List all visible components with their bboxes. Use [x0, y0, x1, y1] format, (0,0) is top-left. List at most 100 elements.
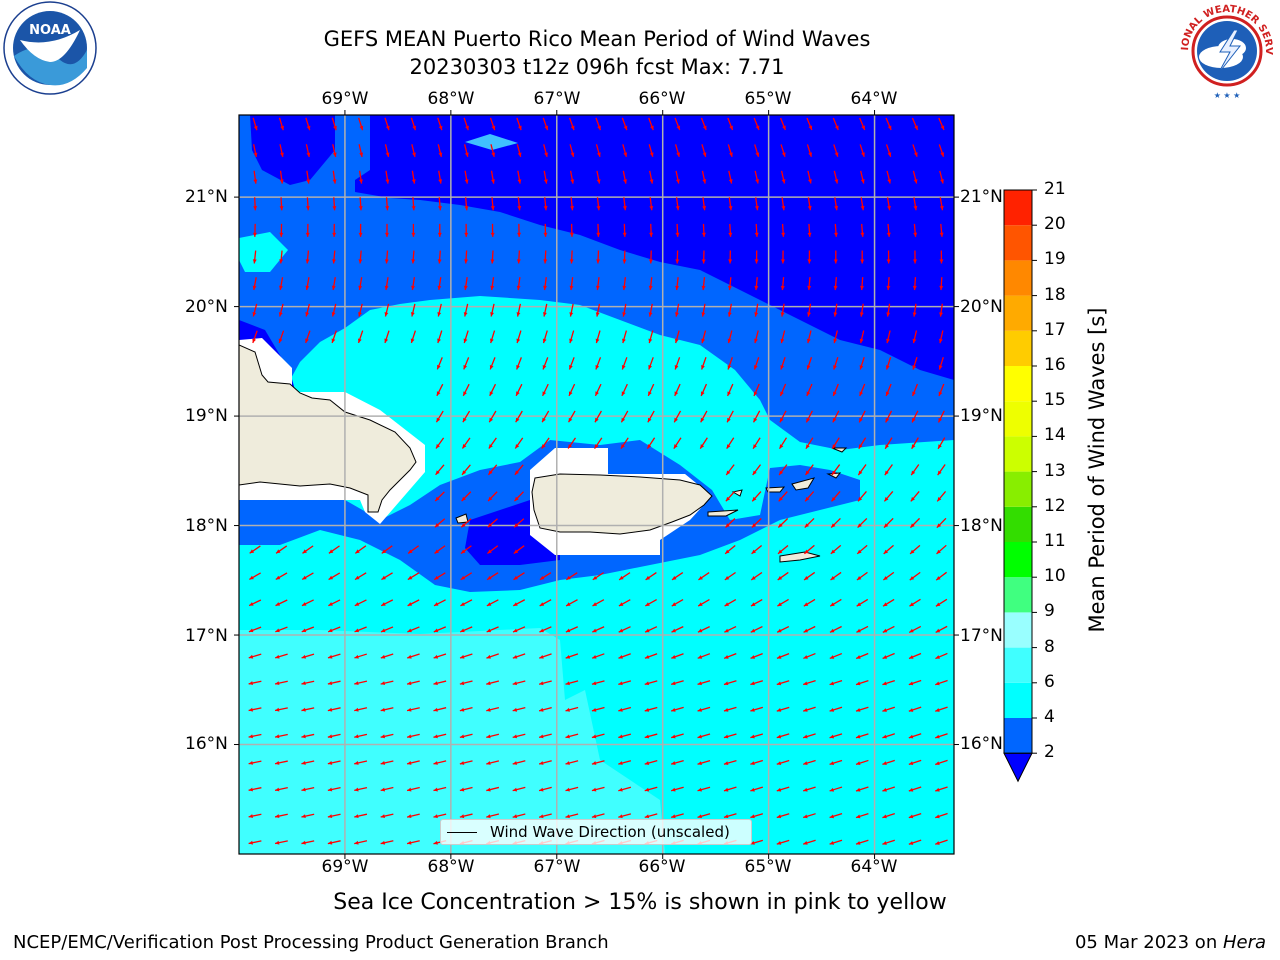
- wave-direction-arrow: [911, 437, 919, 450]
- wave-direction-arrow: [487, 545, 499, 555]
- wave-direction-arrowhead: [649, 179, 654, 184]
- wave-direction-arrow: [834, 197, 838, 211]
- map-legend: Wind Wave Direction (unscaled): [440, 819, 752, 845]
- wave-direction-arrowhead: [306, 179, 311, 184]
- wave-direction-arrow: [406, 786, 420, 792]
- wave-direction-arrowhead: [438, 179, 443, 184]
- wave-direction-arrowhead: [728, 232, 733, 237]
- wave-direction-arrowhead: [938, 365, 943, 370]
- wave-direction-arrowhead: [328, 628, 333, 633]
- wave-direction-arrow: [645, 572, 657, 581]
- wave-direction-arrow: [248, 707, 262, 712]
- wave-direction-arrow: [780, 330, 786, 344]
- lon-label-top: 66°W: [638, 89, 686, 109]
- wave-direction-arrow: [909, 517, 921, 529]
- wave-direction-arrow: [699, 437, 708, 449]
- wave-direction-arrow: [622, 303, 627, 317]
- wave-direction-arrowhead: [327, 840, 333, 845]
- wave-direction-arrowhead: [726, 470, 731, 475]
- wave-direction-arrow: [354, 653, 367, 659]
- wave-direction-arrow: [354, 680, 368, 685]
- wave-direction-arrowhead: [305, 206, 310, 211]
- wave-direction-arrow: [618, 680, 632, 685]
- wave-direction-arrow: [913, 303, 917, 317]
- wave-direction-arrowhead: [301, 840, 306, 845]
- wave-direction-arrowhead: [542, 417, 546, 423]
- wave-direction-arrowhead: [856, 628, 861, 633]
- wave-direction-arrow: [618, 706, 632, 712]
- wave-direction-arrowhead: [860, 232, 865, 237]
- wave-direction-arrow: [807, 197, 812, 211]
- wave-direction-arrow: [831, 437, 840, 450]
- wave-direction-arrow: [670, 813, 684, 818]
- wave-direction-arrow: [935, 706, 948, 712]
- wave-direction-arrow: [803, 598, 816, 607]
- wave-direction-arrow: [701, 170, 706, 184]
- wave-direction-arrowhead: [433, 654, 439, 659]
- lon-label-top: 68°W: [427, 89, 475, 109]
- st-croix-land: [779, 551, 821, 563]
- wave-direction-arrow: [618, 839, 632, 845]
- wave-direction-arrow: [859, 144, 865, 157]
- wave-direction-arrowhead: [539, 575, 545, 580]
- wave-direction-arrow: [776, 813, 790, 819]
- wave-direction-arrow: [935, 759, 948, 766]
- wave-direction-arrowhead: [621, 365, 626, 370]
- wave-direction-arrow: [698, 571, 710, 581]
- wave-direction-arrowhead: [938, 338, 943, 344]
- wave-direction-arrowhead: [459, 761, 465, 765]
- wave-direction-arrow: [486, 813, 500, 818]
- wave-direction-arrowhead: [857, 549, 862, 554]
- wave-direction-arrow: [274, 680, 288, 685]
- colorbar-tick-label: 10: [1044, 566, 1066, 587]
- wave-direction-arrowhead: [411, 206, 416, 211]
- wave-direction-arrowhead: [333, 125, 337, 131]
- wave-direction-arrow: [886, 303, 891, 317]
- wave-direction-arrow: [649, 277, 653, 291]
- wave-direction-arrow: [596, 197, 600, 211]
- wave-direction-arrowhead: [517, 232, 522, 237]
- wave-direction-arrowhead: [909, 576, 915, 581]
- wave-direction-arrow: [803, 625, 816, 633]
- wave-direction-arrow: [860, 303, 864, 317]
- wave-direction-arrowhead: [908, 681, 914, 686]
- wave-direction-arrow: [438, 277, 442, 291]
- wave-direction-arrow: [280, 197, 283, 211]
- wave-direction-arrowhead: [727, 365, 732, 370]
- wave-direction-arrowhead: [908, 734, 914, 739]
- wave-direction-arrow: [858, 437, 867, 450]
- wave-direction-arrowhead: [776, 787, 782, 792]
- wave-direction-arrow: [380, 599, 394, 607]
- wave-direction-arrow: [406, 707, 420, 712]
- wave-direction-arrowhead: [275, 734, 280, 739]
- wave-direction-arrowhead: [327, 681, 333, 686]
- wave-direction-arrowhead: [436, 417, 441, 423]
- wave-direction-arrowhead: [486, 654, 491, 659]
- wave-direction-arrowhead: [883, 602, 888, 607]
- wave-direction-arrow: [328, 545, 340, 554]
- wave-direction-arrowhead: [935, 787, 940, 792]
- wave-direction-arrow: [779, 117, 787, 131]
- wave-direction-arrowhead: [275, 602, 281, 606]
- wave-direction-arrowhead: [675, 259, 680, 264]
- wave-direction-arrow: [433, 680, 447, 685]
- wave-direction-arrowhead: [935, 814, 940, 819]
- wave-direction-arrowhead: [912, 391, 916, 397]
- wave-direction-arrow: [939, 330, 944, 344]
- wave-direction-arrowhead: [723, 841, 729, 845]
- wave-direction-arrow: [274, 733, 288, 738]
- wave-direction-arrowhead: [886, 338, 890, 344]
- wave-direction-arrow: [327, 653, 341, 659]
- wave-direction-arrowhead: [305, 232, 310, 237]
- wave-direction-arrow: [274, 840, 288, 845]
- wave-direction-arrow: [279, 277, 284, 291]
- wave-direction-arrow: [856, 571, 868, 581]
- wave-direction-arrow: [648, 330, 654, 344]
- wave-direction-arrow: [411, 303, 416, 317]
- wave-direction-arrow: [908, 839, 922, 845]
- wave-direction-arrow: [541, 437, 550, 449]
- wave-direction-arrowhead: [803, 814, 808, 819]
- wave-direction-arrow: [279, 144, 284, 158]
- wave-direction-arrow: [517, 197, 521, 211]
- wave-direction-arrowhead: [544, 125, 549, 131]
